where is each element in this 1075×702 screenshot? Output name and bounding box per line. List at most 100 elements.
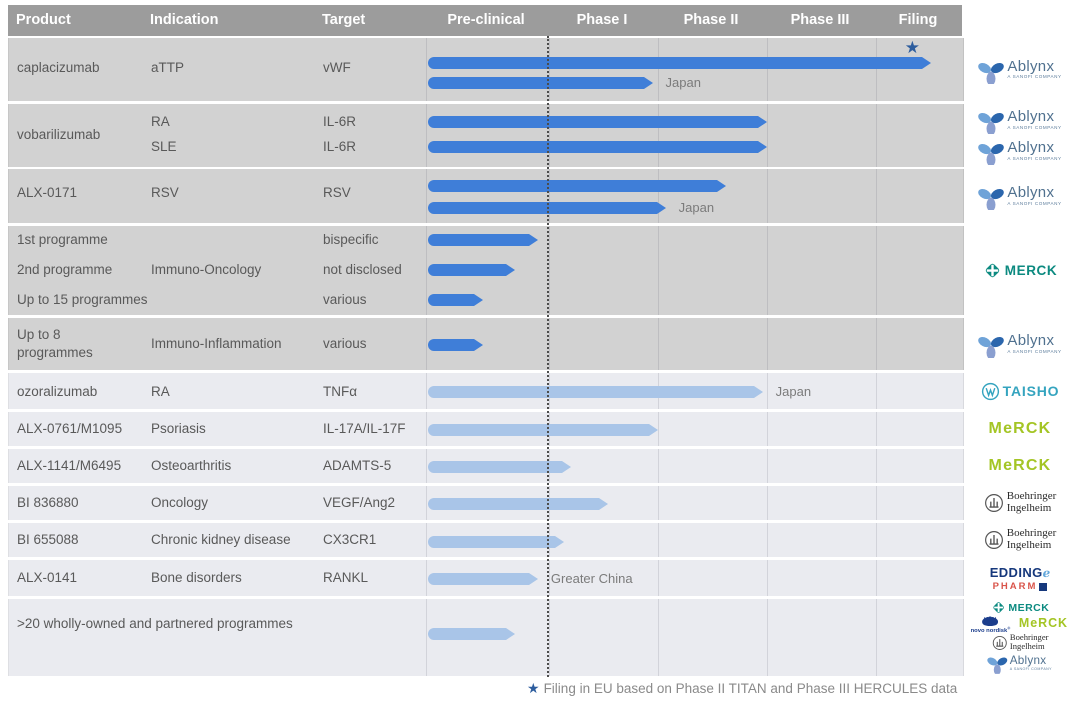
merck-kgaa-logo: MeRCK (988, 457, 1052, 474)
region-label: Japan (775, 384, 812, 399)
target-text: not disclosed (323, 262, 402, 277)
column-header-product: Product (16, 12, 71, 28)
footnote-text: Filing in EU based on Phase II TITAN and… (543, 681, 958, 696)
phase-gridline (767, 169, 768, 223)
phase-gridline (767, 373, 768, 409)
product-text: >20 wholly-owned and partnered programme… (17, 616, 293, 631)
bar-arrow-tip (598, 497, 608, 510)
target-text: vWF (323, 60, 351, 75)
phase-gridline (426, 226, 427, 315)
bar-arrow-tip (473, 338, 483, 351)
phase-gridline (876, 318, 877, 370)
pipeline-bar (428, 140, 767, 153)
indication-text: Bone disorders (151, 570, 242, 585)
pipeline-bar (428, 627, 515, 640)
target-text: various (323, 336, 367, 351)
indication-text: RA (151, 384, 170, 399)
pipeline-row: ALX-0761/M1095 Psoriasis IL-17A/IL-17F (8, 412, 964, 446)
logo-line: novo nordisk® MeRCK (969, 614, 1071, 633)
phase-gridline (876, 486, 877, 520)
ablynx-logo: Ablynx A SANOFI COMPANY (978, 137, 1061, 165)
target-text: VEGF/Ang2 (323, 495, 396, 510)
logo-cell: EDDINGℯ PHARM (965, 560, 1075, 596)
ablynx-logo: Ablynx A SANOFI COMPANY (978, 56, 1061, 84)
region-label: Greater China (550, 571, 633, 586)
ablynx-trefoil-icon (987, 657, 1008, 675)
novo-nordisk-logo: novo nordisk® (971, 614, 1010, 633)
phase-gridline (876, 560, 877, 596)
pipeline-bar (428, 293, 483, 306)
bar-arrow-tip (528, 572, 538, 585)
phase-gridline (767, 412, 768, 446)
column-header-phase1: Phase I (576, 12, 628, 28)
pipeline-row: Up to 8 programmes Immuno-Inflammation vari… (8, 318, 964, 370)
phase-gridline (767, 486, 768, 520)
pipeline-bar (428, 263, 515, 276)
phase-gridline (426, 560, 427, 596)
logo-cell: TAISHO (965, 373, 1075, 409)
phase-gridline (549, 169, 550, 223)
ablynx-trefoil-icon (978, 188, 1005, 210)
phase-gridline (549, 104, 550, 167)
phase-gridline (767, 38, 768, 101)
boehringer-ingelheim-logo: Boehringer Ingelheim (984, 527, 1056, 552)
target-text: TNFα (323, 384, 358, 399)
phase-gridline (876, 104, 877, 167)
pipeline-row: ozoralizumab RA TNFα Japan (8, 373, 964, 409)
product-text: vobarilizumab (17, 127, 101, 142)
taisho-circle-icon (981, 382, 999, 400)
bar-arrow-tip (505, 263, 515, 276)
phase-gridline (658, 318, 659, 370)
phase-gridline (876, 169, 877, 223)
phase-gridline (876, 38, 877, 101)
phase-gridline (426, 318, 427, 370)
target-text: IL-6R (323, 139, 357, 154)
pipeline-bar (428, 423, 658, 436)
column-header-filing: Filing (898, 12, 938, 28)
merck-kgaa-logo: MeRCK (1018, 616, 1068, 630)
pipeline-bar (428, 338, 483, 351)
logo-line: Boehringer Ingelheim (984, 490, 1056, 515)
merck-diamond-icon (993, 601, 1004, 613)
phase-gridline (876, 226, 877, 315)
bar-arrow-tip (505, 627, 515, 640)
phase-gridline (767, 560, 768, 596)
phase-gridline (549, 599, 550, 676)
ablynx-logo: Ablynx A SANOFI COMPANY (978, 182, 1061, 210)
phase-gridline (767, 599, 768, 676)
bar-arrow-tip (716, 179, 726, 192)
column-header-phase2: Phase II (683, 12, 739, 28)
table-header: Product Indication Target Pre-clinical P… (8, 5, 962, 36)
pipeline-bar (428, 460, 571, 473)
indication-text: Psoriasis (151, 421, 206, 436)
phase-gridline (876, 373, 877, 409)
logo-cell: Boehringer Ingelheim (965, 523, 1075, 557)
logo-line: Ablynx A SANOFI COMPANY (978, 106, 1061, 134)
column-header-indication: Indication (150, 12, 219, 28)
novo-bull-icon (982, 616, 999, 626)
bar-arrow-tip (753, 385, 763, 398)
pipeline-bar (428, 233, 538, 246)
product-text: BI 655088 (17, 532, 79, 547)
logo-line: Ablynx A SANOFI COMPANY (982, 653, 1057, 675)
phase-gridline (658, 226, 659, 315)
phase-gridline (876, 523, 877, 557)
product-text: caplacizumab (17, 60, 100, 75)
pipeline-bar (428, 572, 538, 585)
bar-arrow-tip (649, 423, 658, 436)
phase-gridline (767, 104, 768, 167)
phase-gridline (549, 38, 550, 101)
pipeline-bar (428, 201, 666, 214)
phase-gridline (658, 560, 659, 596)
bar-arrow-tip (921, 56, 931, 69)
indication-text: Oncology (151, 495, 209, 510)
product-text: 1st programme (17, 232, 108, 247)
bar-arrow-tip (758, 140, 767, 153)
pipeline-bar (428, 115, 767, 128)
product-text: 2nd programme (17, 262, 113, 277)
logo-cell: MeRCK (965, 449, 1075, 483)
ablynx-trefoil-icon (978, 112, 1005, 134)
logo-cell: Ablynx A SANOFI COMPANY (965, 169, 1075, 223)
phase-gridline (658, 486, 659, 520)
